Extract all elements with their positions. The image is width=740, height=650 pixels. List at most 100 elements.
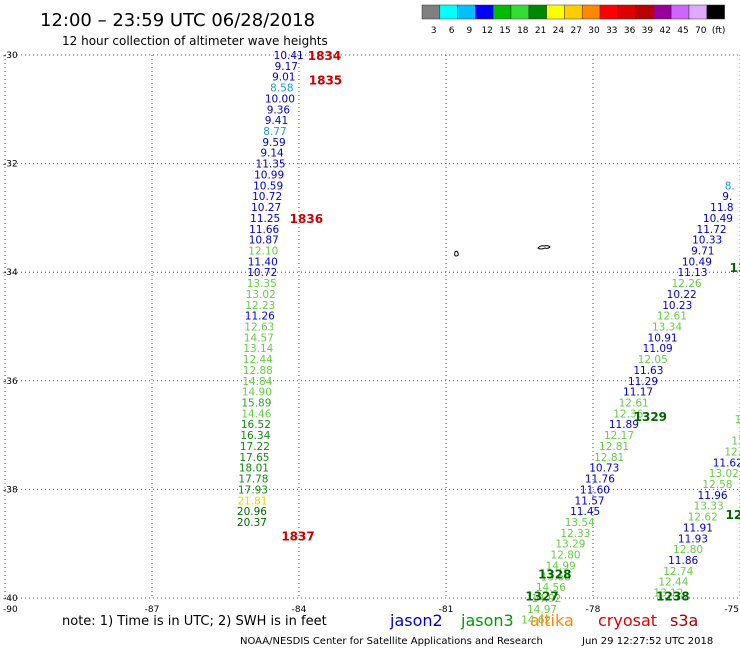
legend-label: 18 — [517, 26, 529, 36]
wave-height-value: 10.23 — [662, 300, 692, 312]
pass-time-label: 1327 — [525, 589, 558, 603]
legend-swatch — [510, 4, 530, 20]
satellite-jason3-label: jason3 — [460, 611, 514, 630]
footer-credit: NOAA/NESDIS Center for Satellite Applica… — [240, 636, 543, 647]
legend-label: 33 — [606, 26, 617, 36]
wave-height-value: 11.25 — [250, 213, 280, 225]
latitude-label: -36 — [3, 377, 18, 387]
wave-height-value: 12.17 — [604, 430, 634, 442]
legend-swatch — [421, 4, 441, 20]
wave-height-value: 1 — [735, 414, 740, 426]
wave-height-value: 12.33 — [560, 528, 590, 540]
wave-height-value: 8.58 — [270, 83, 293, 95]
wave-height-value: 11.62 — [713, 457, 740, 469]
wave-height-value: 20.37 — [237, 517, 267, 529]
wave-height-value: 8. — [725, 180, 735, 192]
wave-height-value: 11.57 — [575, 495, 605, 507]
legend-swatch — [475, 4, 494, 20]
pass-time-label: 1238 — [656, 589, 689, 603]
wave-height-value: 13.02 — [246, 289, 276, 301]
wave-height-value: 11.66 — [249, 224, 279, 236]
wave-height-value: 13.02 — [709, 468, 739, 480]
wave-height-value: 14.56 — [536, 582, 566, 594]
map-title: 12:00 – 23:59 UTC 06/28/2018 — [40, 10, 315, 31]
wave-height-value: 17.78 — [238, 474, 268, 486]
legend-swatch — [439, 4, 458, 20]
wave-height-value: 13.34 — [652, 322, 682, 334]
island-outline-small — [454, 250, 459, 257]
wave-height-value: 10.22 — [667, 289, 697, 301]
wave-height-value: 11.17 — [623, 387, 653, 399]
pass-time-label: 123 — [725, 508, 740, 522]
island-outline-large — [537, 245, 551, 250]
wave-height-value: 12.61 — [657, 311, 687, 323]
wave-height-value: 12.36 — [613, 408, 643, 420]
legend-swatch — [581, 4, 601, 20]
wave-height-value: 11.60 — [580, 484, 610, 496]
wave-height-value: 16.52 — [241, 419, 271, 431]
wave-height-value: 9.01 — [272, 72, 295, 84]
pass-time-label: 1328 — [538, 568, 571, 582]
wave-height-value: 9.17 — [275, 61, 298, 73]
wave-height-value: 12.61 — [619, 398, 649, 410]
wave-height-value: 11.63 — [633, 365, 663, 377]
footer-note: note: 1) Time is in UTC; 2) SWH is in fe… — [62, 614, 327, 629]
wave-height-value: 10.33 — [692, 235, 722, 247]
wave-height-value: 10.91 — [648, 332, 678, 344]
island-outlines — [454, 245, 551, 257]
wave-height-value: 11.29 — [628, 376, 658, 388]
wave-height-value: 11.76 — [585, 474, 615, 486]
wave-height-value: 14.97 — [527, 604, 557, 616]
wave-height-value: 10.72 — [252, 191, 282, 203]
map-subtitle: 12 hour collection of altimeter wave hei… — [62, 34, 328, 48]
wave-height-value: 11.35 — [256, 159, 286, 171]
wave-height-value: 9.59 — [262, 137, 285, 149]
wave-height-value: 14.99 — [546, 560, 576, 572]
legend-swatch — [688, 4, 708, 20]
longitude-label: -87 — [145, 605, 160, 615]
longitude-label: -75 — [724, 605, 739, 615]
wave-height-value: 10.00 — [265, 93, 295, 105]
legend-swatch — [706, 4, 725, 20]
wave-height-value: 11.45 — [570, 506, 600, 518]
legend-label: 30 — [588, 26, 600, 36]
color-legend: 3 6 9 12 15 18 21 24 27 30 33 36 39 42 45 70 (ft) — [421, 4, 725, 36]
wave-height-value: 11.40 — [248, 256, 278, 268]
legend-label: 70 — [695, 26, 707, 36]
legend-label: 15 — [499, 26, 510, 36]
wave-height-value: 21.81 — [237, 495, 267, 507]
wave-height-value: 15.89 — [241, 398, 271, 410]
longitude-label: -81 — [439, 605, 454, 615]
wave-height-value: 16.34 — [240, 430, 270, 442]
wave-height-value: 13.35 — [247, 278, 277, 290]
wave-height-value: 13.54 — [565, 517, 595, 529]
pass-time-label: 1835 — [309, 73, 342, 87]
wave-height-value: 10.27 — [251, 202, 281, 214]
wave-height-value: 17.22 — [240, 441, 270, 453]
legend-label: 42 — [659, 26, 670, 36]
wave-height-value: 10.72 — [247, 267, 277, 279]
pass-time-label: 13 — [730, 261, 740, 275]
wave-height-value: 9.71 — [691, 245, 714, 257]
legend-swatch — [546, 4, 565, 20]
legend-swatch — [635, 4, 654, 20]
wave-height-value: 12.80 — [551, 550, 581, 562]
track-3: 11212.811.6213.0212.5811.9613.3312.6211.… — [653, 414, 740, 600]
longitude-label: -78 — [586, 605, 601, 615]
wave-height-value: 10.99 — [254, 169, 284, 181]
legend-label: 9 — [467, 26, 473, 36]
wave-height-value: 12.63 — [244, 322, 274, 334]
wave-height-value: 11.96 — [698, 490, 728, 502]
wave-height-value: 12 — [731, 436, 740, 448]
wave-height-value: 13.68 — [541, 571, 571, 583]
pass-time-label: 1836 — [290, 212, 323, 226]
legend-swatch — [599, 4, 619, 20]
wave-height-value: 10.87 — [249, 235, 279, 247]
wave-height-value: 11.91 — [683, 522, 713, 534]
altimeter-tracks: 10.419.179.018.5810.009.369.418.779.599.… — [237, 50, 740, 627]
wave-height-value: 9.14 — [260, 148, 284, 160]
legend-label: 36 — [624, 26, 636, 36]
